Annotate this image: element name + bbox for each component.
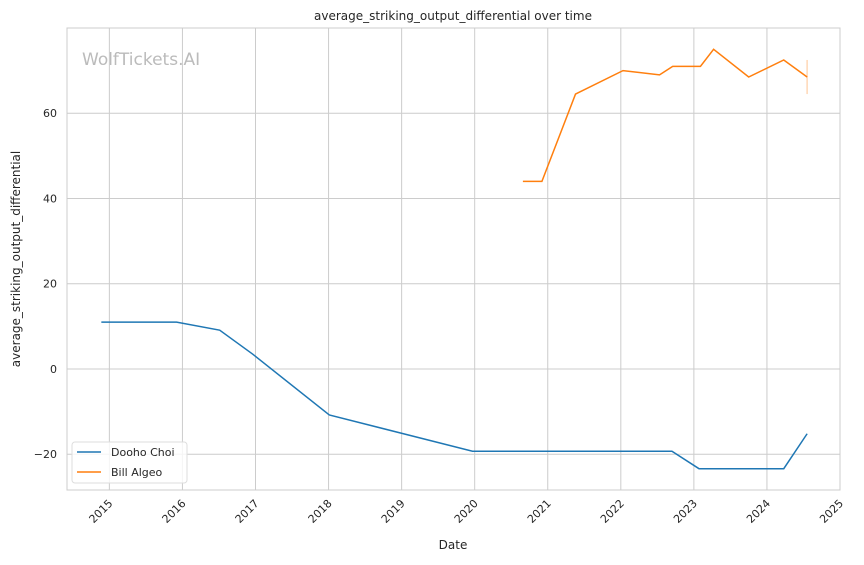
legend-label-dooho-choi: Dooho Choi	[111, 446, 175, 459]
y-tick-label: 20	[43, 278, 57, 291]
y-axis-label: average_striking_output_differential	[9, 151, 23, 367]
x-tick-label: 2024	[744, 497, 773, 526]
y-tick-label: 60	[43, 107, 57, 120]
y-tick-label: 40	[43, 192, 57, 205]
x-tick-label: 2022	[598, 497, 627, 526]
legend: Dooho Choi Bill Algeo	[72, 442, 187, 483]
series-line-dooho-choi	[101, 322, 807, 469]
series-line-bill-algeo	[523, 49, 807, 181]
y-tick-label: 0	[50, 363, 57, 376]
x-tick-label: 2023	[671, 497, 700, 526]
y-tick-label: −20	[34, 448, 57, 461]
x-tick-label: 2021	[525, 497, 554, 526]
x-tick-label: 2019	[379, 497, 408, 526]
x-tick-label: 2016	[160, 497, 189, 526]
chart-title: average_striking_output_differential ove…	[314, 9, 592, 23]
x-tick-label: 2015	[87, 497, 116, 526]
grid	[67, 28, 840, 490]
x-tick-label: 2017	[233, 497, 262, 526]
legend-label-bill-algeo: Bill Algeo	[111, 466, 163, 479]
x-tick-label: 2020	[452, 497, 481, 526]
watermark: WolfTickets.AI	[82, 50, 200, 70]
x-tick-label: 2025	[817, 497, 846, 526]
plot-frame	[67, 28, 840, 490]
x-tick-label: 2018	[306, 497, 335, 526]
x-axis-label: Date	[439, 538, 468, 552]
